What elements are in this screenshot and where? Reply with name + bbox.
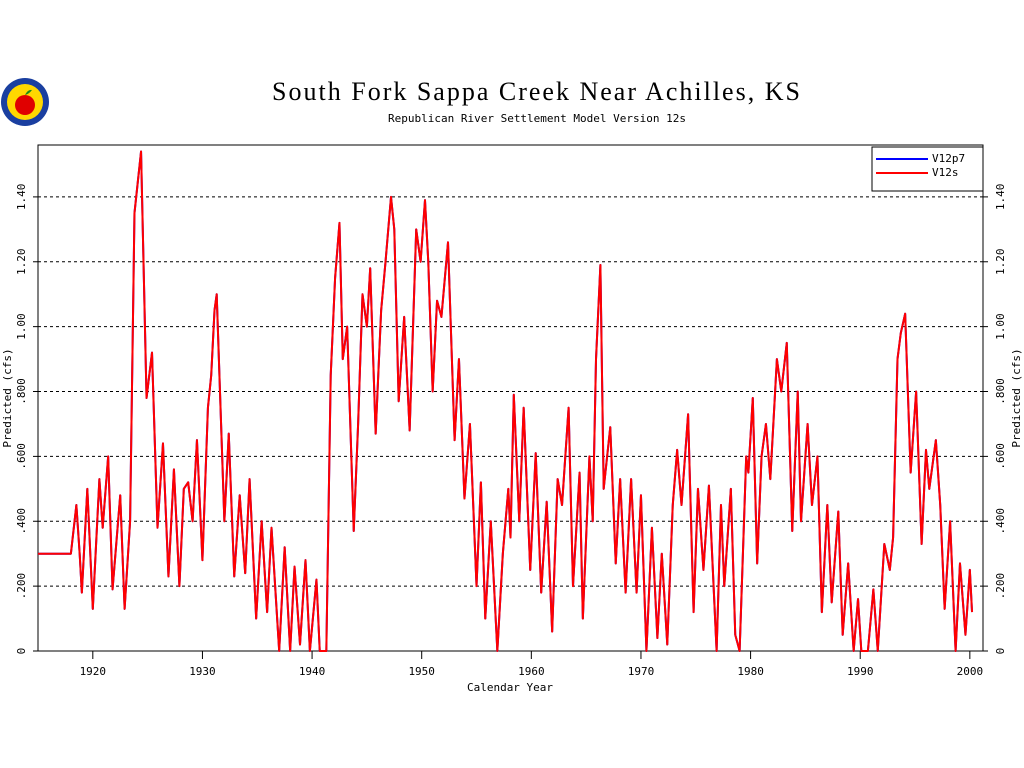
legend-label: V12p7 [932, 152, 965, 165]
y2-tick-label: 1.00 [994, 313, 1007, 340]
x-axis-label: Calendar Year [467, 681, 553, 694]
y2-tick-label: .600 [994, 443, 1007, 470]
y2-tick-label: .400 [994, 508, 1007, 535]
x-tick-label: 1930 [189, 665, 216, 678]
legend-box [871, 146, 984, 192]
logo-leaf [25, 89, 32, 95]
legend-label: V12s [932, 166, 959, 179]
y2-tick-label: .800 [994, 378, 1007, 405]
x-tick-label: 1990 [847, 665, 874, 678]
y-tick-label: 0 [15, 648, 28, 655]
y2-tick-label: 1.40 [994, 184, 1007, 211]
y2-axis-label: Predicted (cfs) [1010, 348, 1023, 447]
y-tick-label: .800 [15, 378, 28, 405]
chart-title: South Fork Sappa Creek Near Achilles, KS [272, 77, 802, 106]
plot-frame [37, 144, 984, 652]
y-tick-label: .200 [15, 573, 28, 600]
y-tick-label: 1.00 [15, 313, 28, 340]
x-tick-label: 1940 [299, 665, 326, 678]
data-line [38, 150, 974, 652]
y-tick-label: 1.40 [15, 184, 28, 211]
chart-subtitle: Republican River Settlement Model Versio… [388, 112, 686, 125]
logo [1, 78, 49, 126]
y-tick-label: .600 [15, 443, 28, 470]
y2-tick-label: 0 [994, 648, 1007, 655]
x-tick-label: 1970 [628, 665, 655, 678]
y-tick-label: 1.20 [15, 249, 28, 276]
x-tick-label: 1950 [408, 665, 435, 678]
y2-tick-label: .200 [994, 573, 1007, 600]
x-tick-label: 1960 [518, 665, 545, 678]
x-tick-label: 1920 [80, 665, 107, 678]
logo-apple [15, 95, 35, 115]
x-tick-label: 1980 [737, 665, 764, 678]
x-tick-label: 2000 [957, 665, 984, 678]
y-tick-label: .400 [15, 508, 28, 535]
y-axis-label: Predicted (cfs) [1, 348, 14, 447]
y2-tick-label: 1.20 [994, 249, 1007, 276]
plot-area [38, 150, 974, 652]
